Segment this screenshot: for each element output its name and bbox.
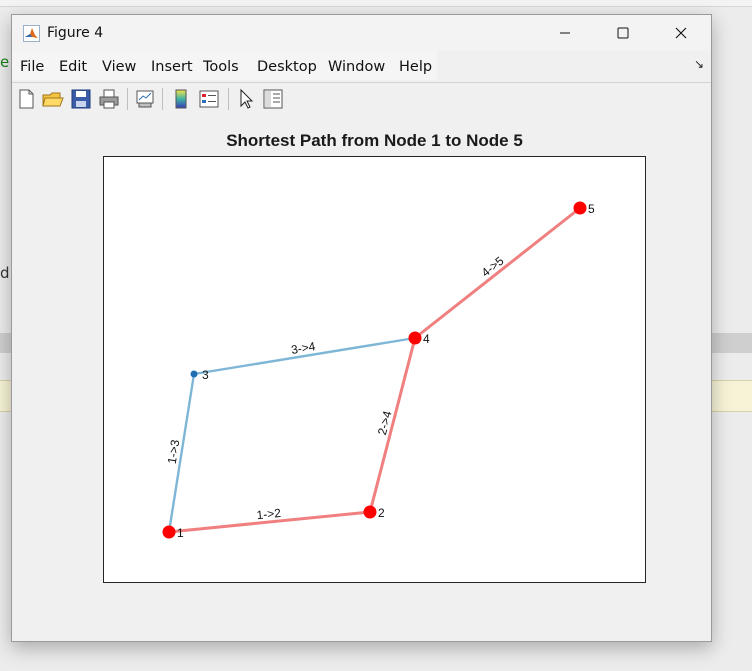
- menu-window[interactable]: Window: [328, 59, 386, 75]
- menu-edit[interactable]: Edit: [59, 59, 88, 75]
- menu-help[interactable]: Help: [399, 59, 433, 75]
- insert-colorbar-icon: [175, 89, 187, 109]
- toolbar-separator: [162, 88, 163, 110]
- toolbar-separator: [127, 88, 128, 110]
- close-icon: [675, 27, 687, 39]
- background-text-fragment: d: [0, 264, 10, 282]
- maximize-button[interactable]: [594, 15, 652, 51]
- edge-label-3-4: 3->4: [290, 339, 317, 357]
- new-figure-button[interactable]: [14, 87, 38, 111]
- edge-label-1-2: 1->2: [256, 506, 282, 522]
- edit-plot-button[interactable]: [234, 87, 258, 111]
- graph-node-4: [408, 331, 422, 345]
- title-bar[interactable]: Figure 4: [12, 15, 711, 51]
- node-label-4: 4: [423, 332, 430, 346]
- edge-label-1-3: 1->3: [165, 438, 183, 465]
- node-label-3: 3: [202, 368, 209, 382]
- menu-view[interactable]: View: [102, 59, 137, 75]
- property-inspector-icon: [263, 89, 283, 109]
- graph-node-5: [573, 201, 587, 215]
- plot-title: Shortest Path from Node 1 to Node 5: [226, 131, 523, 150]
- close-button[interactable]: [652, 15, 710, 51]
- print-icon: [99, 89, 119, 109]
- edit-plot-pointer-icon: [240, 88, 254, 109]
- background-text-fragment: e: [0, 53, 10, 71]
- save-icon: [71, 89, 91, 109]
- menu-file[interactable]: File: [20, 59, 45, 75]
- minimize-button[interactable]: [536, 15, 594, 51]
- dock-arrow-icon[interactable]: ↘: [694, 57, 705, 71]
- open-file-button[interactable]: [41, 87, 65, 111]
- figure-canvas: Shortest Path from Node 1 to Node 5 1->2…: [12, 115, 711, 641]
- menu-bar: File Edit View Insert Tools Desktop Wind…: [12, 51, 711, 81]
- background-window-strip: [0, 0, 752, 7]
- open-file-icon: [42, 92, 64, 107]
- insert-colorbar-button[interactable]: [169, 87, 193, 111]
- menu-tools[interactable]: Tools: [203, 59, 239, 75]
- graph-edge-1-3: [167, 372, 196, 534]
- matlab-logo-icon: [23, 25, 40, 42]
- graph-edge-3-4: [192, 336, 417, 376]
- menu-insert[interactable]: Insert: [151, 59, 193, 75]
- menu-group: [12, 51, 437, 80]
- graph-node-2: [363, 505, 377, 519]
- node-label-5: 5: [588, 202, 595, 216]
- graph-edge-1-2: [167, 510, 372, 534]
- menu-desktop[interactable]: Desktop: [257, 59, 317, 75]
- graph-edge-4-5: [413, 206, 582, 340]
- graph-node-1: [162, 525, 176, 539]
- property-inspector-button[interactable]: [261, 87, 285, 111]
- node-label-1: 1: [177, 526, 184, 540]
- window-title: Figure 4: [47, 25, 104, 41]
- minimize-icon: [560, 32, 570, 34]
- print-button[interactable]: [97, 87, 121, 111]
- insert-legend-icon: [199, 90, 219, 108]
- save-button[interactable]: [69, 87, 93, 111]
- toolbar-separator: [228, 88, 229, 110]
- figure-window: Figure 4 File Edit View Insert Tools Des…: [11, 14, 712, 642]
- maximize-icon: [617, 27, 629, 39]
- insert-legend-button[interactable]: [197, 87, 221, 111]
- edge-label-2-4: 2->4: [375, 409, 395, 436]
- link-plot-button[interactable]: [133, 87, 157, 111]
- node-label-2: 2: [378, 506, 385, 520]
- new-figure-icon: [19, 89, 34, 109]
- graph-node-3: [190, 370, 198, 378]
- figure-toolbar: [12, 82, 711, 116]
- link-plot-icon: [136, 90, 154, 108]
- graph-edge-2-4: [368, 336, 417, 514]
